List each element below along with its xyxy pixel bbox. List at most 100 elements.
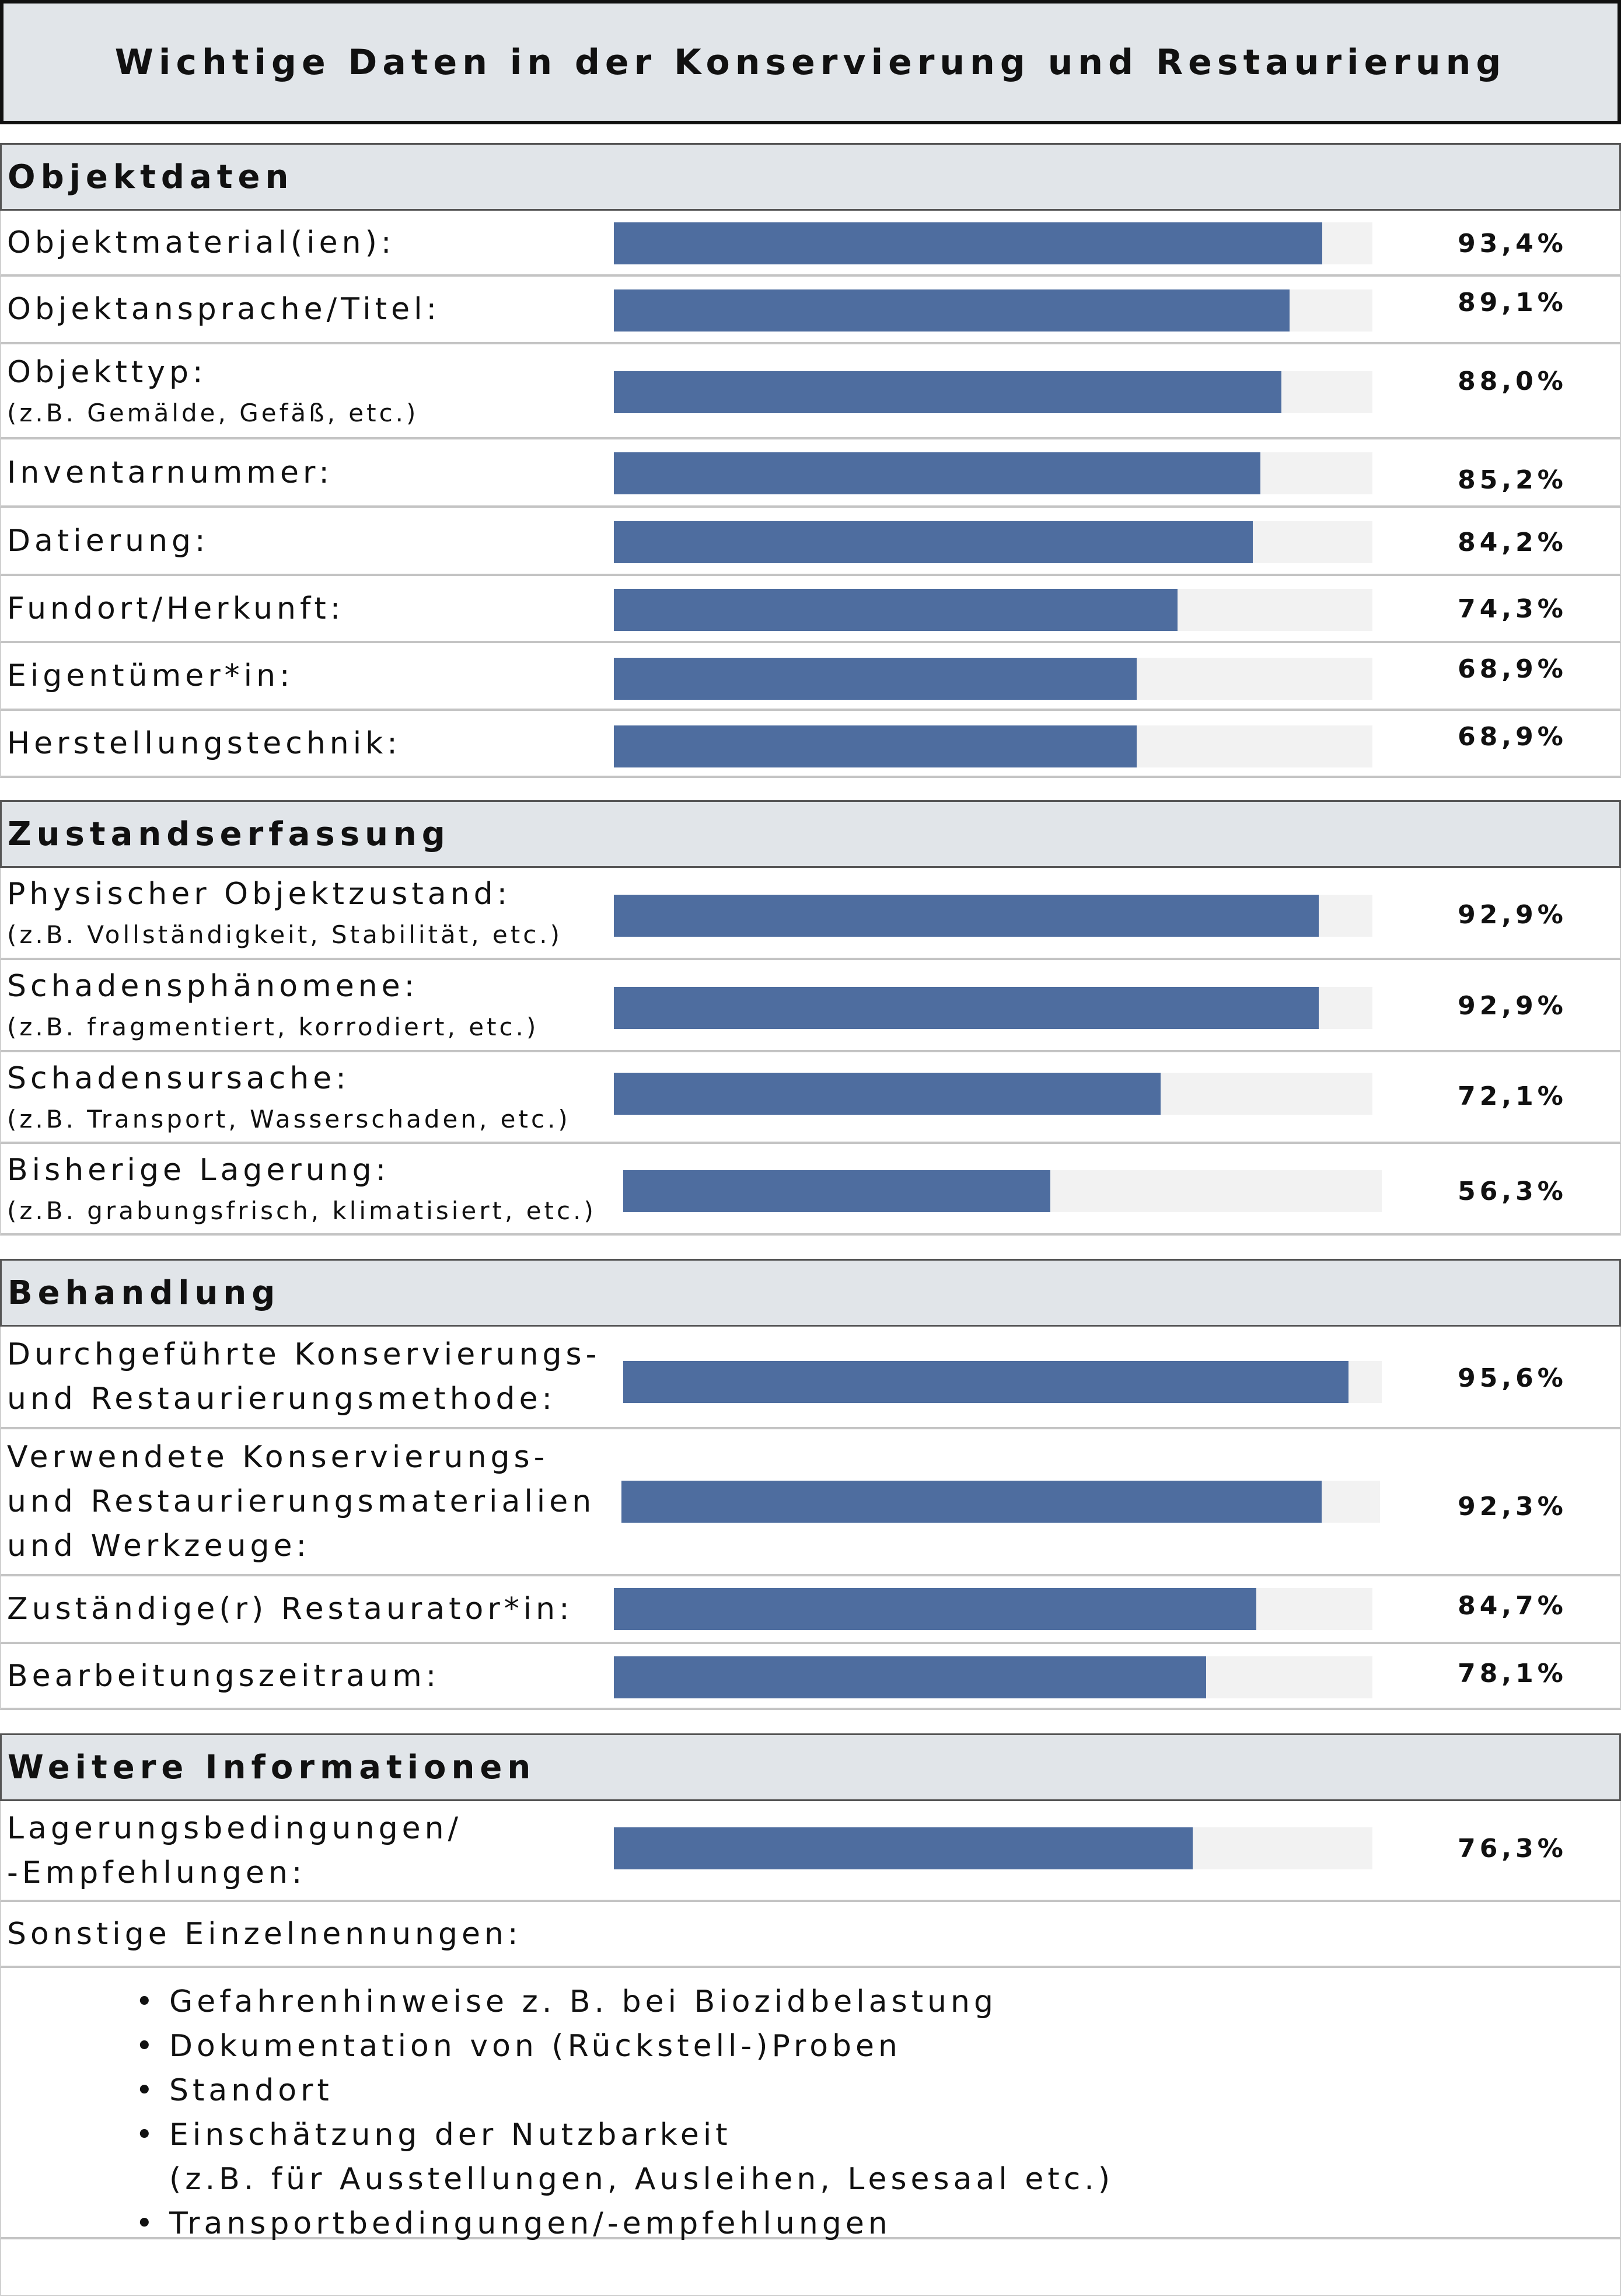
row-label: Verwendete Konservierungs- und Restaurie… [7, 1440, 596, 1564]
bar [623, 1361, 1348, 1403]
bar [614, 222, 1323, 264]
data-label: 89,1% [1458, 287, 1567, 317]
row-fundort: Fundort/Herkunft: 74,3% [0, 576, 1621, 643]
row-label: Objektmaterial(ien): [7, 225, 396, 260]
row-label: Inventarnummer: [7, 455, 333, 490]
row-sonstige-einzelnennungen: Sonstige Einzelnennungen: [0, 1902, 1621, 1968]
row-label: Objekttyp: (z.B. Gemälde, Gefäß, etc.) [7, 354, 419, 427]
row-label: Bisherige Lagerung: (z.B. grabungsfrisch,… [7, 1152, 596, 1225]
bar [614, 658, 1137, 700]
row-objektmaterial: Objektmaterial(ien): 93,4% [0, 211, 1621, 277]
section-header-zustandserfassung: Zustandserfassung [0, 800, 1621, 868]
row-label: Bearbeitungszeitraum: [7, 1658, 441, 1694]
empty-footer-box [0, 2239, 1621, 2296]
bar [614, 371, 1281, 413]
row-label: Physischer Objektzustand: (z.B. Vollständ… [7, 877, 563, 949]
bar-track [614, 658, 1372, 700]
data-label: 78,1% [1458, 1658, 1567, 1688]
bar-track [614, 289, 1372, 332]
row-label: Datierung: [7, 523, 209, 559]
bar [614, 1827, 1193, 1869]
bar [614, 1588, 1257, 1630]
bar [614, 521, 1253, 563]
bar [623, 1170, 1050, 1212]
row-restaurator: Zuständige(r) Restaurator*in: 84,7% [0, 1576, 1621, 1644]
bar-track [623, 1361, 1382, 1403]
bar-track [614, 1073, 1372, 1115]
data-label: 95,6% [1458, 1363, 1567, 1393]
row-label: Sonstige Einzelnennungen: [7, 1916, 522, 1952]
data-label: 68,9% [1458, 654, 1567, 684]
row-physischer-objektzustand: Physischer Objektzustand: (z.B. Vollständ… [0, 868, 1621, 960]
section-header-behandlung: Behandlung [0, 1259, 1621, 1327]
row-datierung: Datierung: 84,2% [0, 508, 1621, 576]
data-label: 56,3% [1458, 1176, 1567, 1206]
bar [614, 987, 1319, 1029]
row-label: Lagerungsbedingungen/ -Empfehlungen: [7, 1810, 463, 1890]
row-herstellungstechnik: Herstellungstechnik: 68,9% [0, 711, 1621, 778]
row-objekttyp: Objekttyp: (z.B. Gemälde, Gefäß, etc.) 88… [0, 344, 1621, 439]
row-lagerungsbedingungen: Lagerungsbedingungen/ -Empfehlungen: 76,… [0, 1801, 1621, 1902]
row-label: Zuständige(r) Restaurator*in: [7, 1592, 574, 1627]
bar [614, 1656, 1207, 1698]
row-label: Fundort/Herkunft: [7, 591, 345, 626]
bar-track [614, 895, 1372, 937]
list-item: • Einschätzung der Nutzbarkeit [135, 2117, 732, 2152]
data-label: 68,9% [1458, 721, 1567, 752]
row-label: Eigentümer*in: [7, 658, 294, 693]
bar-track [614, 521, 1372, 563]
bar-track [614, 371, 1372, 413]
bullet-list: • Gefahrenhinweise z. B. bei Biozidbelast… [135, 1980, 1114, 2246]
bar-track [614, 589, 1372, 631]
data-label: 88,0% [1458, 366, 1567, 396]
row-konservierungsmethode: Durchgeführte Konservierungs- und Restau… [0, 1327, 1621, 1429]
data-label: 76,3% [1458, 1833, 1567, 1864]
bar [614, 1073, 1161, 1115]
bar-track [614, 1588, 1372, 1630]
bar [614, 289, 1290, 332]
bar-track [614, 1827, 1372, 1869]
list-item: • Transportbedingungen/-empfehlungen [135, 2206, 892, 2241]
row-label: Herstellungstechnik: [7, 725, 401, 761]
row-label: Objektansprache/Titel: [7, 292, 441, 327]
bar [614, 725, 1137, 767]
row-bearbeitungszeitraum: Bearbeitungszeitraum: 78,1% [0, 1644, 1621, 1710]
bar [621, 1481, 1322, 1523]
bar [614, 589, 1178, 631]
section-header-weitere-informationen: Weitere Informationen [0, 1733, 1621, 1801]
row-eigentuemer: Eigentümer*in: 68,9% [0, 643, 1621, 711]
row-bisherige-lagerung: Bisherige Lagerung: (z.B. grabungsfrisch,… [0, 1144, 1621, 1236]
list-item-note: (z.B. für Ausstellungen, Ausleihen, Lese… [169, 2162, 1115, 2197]
data-label: 93,4% [1458, 228, 1567, 259]
data-label: 85,2% [1458, 465, 1567, 495]
row-label: Durchgeführte Konservierungs- und Restau… [7, 1337, 601, 1416]
row-schadensursache: Schadensursache: (z.B. Transport, Wassers… [0, 1052, 1621, 1144]
bullet-list-box: • Gefahrenhinweise z. B. bei Biozidbelast… [0, 1968, 1621, 2241]
row-schadensphaenomene: Schadensphänomene: (z.B. fragmentiert, ko… [0, 960, 1621, 1052]
bar-track [614, 1656, 1372, 1698]
list-item: • Standort [135, 2073, 333, 2108]
bar-track [614, 987, 1372, 1029]
row-inventarnummer: Inventarnummer: 85,2% [0, 439, 1621, 508]
bar-track [623, 1170, 1382, 1212]
list-item: • Dokumentation von (Rückstell-)Proben [135, 2029, 902, 2064]
page-title: Wichtige Daten in der Konservierung und … [0, 0, 1621, 124]
row-label: Schadensphänomene: (z.B. fragmentiert, ko… [7, 969, 539, 1041]
data-label: 72,1% [1458, 1081, 1567, 1111]
data-label: 84,7% [1458, 1590, 1567, 1621]
bar [614, 895, 1319, 937]
data-label: 92,9% [1458, 990, 1567, 1021]
bar [614, 452, 1260, 494]
row-objektansprache: Objektansprache/Titel: 89,1% [0, 277, 1621, 344]
data-label: 74,3% [1458, 594, 1567, 624]
bar-track [614, 452, 1372, 494]
section-header-objektdaten: Objektdaten [0, 143, 1621, 211]
row-restaurierungsmaterialien: Verwendete Konservierungs- und Restaurie… [0, 1429, 1621, 1576]
list-item: • Gefahrenhinweise z. B. bei Biozidbelast… [135, 1984, 998, 2019]
bar-track [614, 222, 1372, 264]
data-label: 92,3% [1458, 1491, 1567, 1522]
data-label: 84,2% [1458, 527, 1567, 557]
row-label: Schadensursache: (z.B. Transport, Wassers… [7, 1060, 571, 1133]
bar-track [621, 1481, 1380, 1523]
bar-track [614, 725, 1372, 767]
